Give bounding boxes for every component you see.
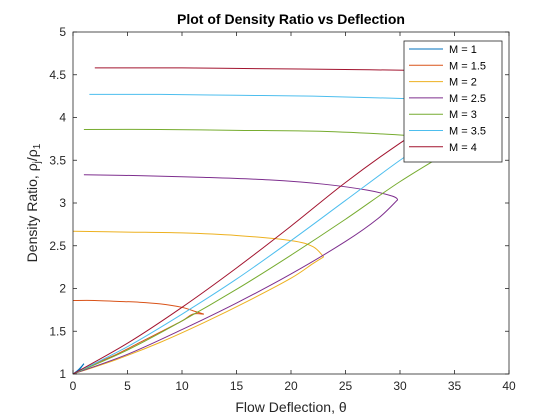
y-tick-label: 5 <box>59 25 66 39</box>
legend-item: M = 1 <box>409 44 477 56</box>
x-tick-label: 25 <box>339 379 353 393</box>
y-axis-label: Density Ratio, ρj/ρ1 <box>24 143 43 262</box>
legend-box <box>403 40 503 163</box>
x-tick-label: 30 <box>393 379 407 393</box>
series-layer <box>72 67 455 375</box>
series-m6 <box>72 93 433 375</box>
series-m4 <box>72 174 399 375</box>
legend: M = 1 M = 1.5 M = 2 M = 2.5 M = 3 M = 3.5 M = … <box>403 40 503 163</box>
x-tick-label: 0 <box>70 379 77 393</box>
series-weak-branch-line <box>72 147 455 375</box>
legend-items: M = 1 M = 1.5 M = 2 M = 2.5 M = 3 M = 3.5 M = … <box>409 44 486 154</box>
y-axis-label-sub-j: j <box>32 161 43 164</box>
legend-label: M = 2 <box>449 77 477 89</box>
legend-label: M = 3.5 <box>449 126 486 138</box>
series-m7 <box>72 67 423 375</box>
x-tick-label: 10 <box>175 379 189 393</box>
legend-item: M = 3.5 <box>409 126 486 138</box>
series-weak-branch-line <box>72 199 399 375</box>
y-tick-label: 4.5 <box>49 68 66 82</box>
chart-title: Plot of Density Ratio vs Deflection <box>177 11 405 27</box>
series-strong-branch-line <box>72 230 325 258</box>
y-axis-label-sub-1: 1 <box>32 143 43 149</box>
y-tick-label: 1.5 <box>49 324 66 338</box>
y-axis-label-main: Density Ratio, ρ <box>24 163 40 262</box>
legend-item: M = 1.5 <box>409 60 486 72</box>
series-weak-branch-line <box>72 138 433 375</box>
y-tick-label: 3 <box>59 196 66 210</box>
series-weak-branch-line <box>72 129 423 375</box>
x-tick-label: 5 <box>124 379 131 393</box>
legend-item: M = 2.5 <box>409 93 486 105</box>
legend-label: M = 1 <box>449 44 477 56</box>
x-tick-label: 40 <box>502 379 516 393</box>
x-tick-label: 20 <box>284 379 298 393</box>
series-weak-branch-line <box>72 256 324 375</box>
x-tick-label: 15 <box>230 379 244 393</box>
legend-label: M = 3 <box>449 109 477 121</box>
legend-label: M = 2.5 <box>449 93 486 105</box>
legend-item: M = 3 <box>409 109 477 121</box>
series-m3 <box>72 230 325 375</box>
x-ticks: 0 5 10 15 20 25 30 35 40 <box>70 32 516 393</box>
legend-item: M = 4 <box>409 142 477 154</box>
y-tick-label: 1 <box>59 367 66 381</box>
y-tick-label: 3.5 <box>49 153 66 167</box>
y-tick-label: 2.5 <box>49 239 66 253</box>
x-axis-label: Flow Deflection, θ <box>235 399 346 415</box>
series-strong-branch-line <box>89 93 433 101</box>
legend-label: M = 1.5 <box>449 60 486 72</box>
series-strong-branch-line <box>94 67 422 71</box>
y-tick-label: 2 <box>59 282 66 296</box>
y-tick-label: 4 <box>59 111 66 125</box>
legend-item: M = 2 <box>409 77 477 89</box>
y-ticks: 1 1.5 2 2.5 3 3.5 4 4.5 5 <box>49 25 509 381</box>
x-tick-label: 35 <box>448 379 462 393</box>
y-axis-label-slash: /ρ <box>24 149 40 161</box>
legend-label: M = 4 <box>449 142 477 154</box>
series-strong-branch-line <box>83 174 399 201</box>
series-strong-branch-line <box>72 299 204 315</box>
